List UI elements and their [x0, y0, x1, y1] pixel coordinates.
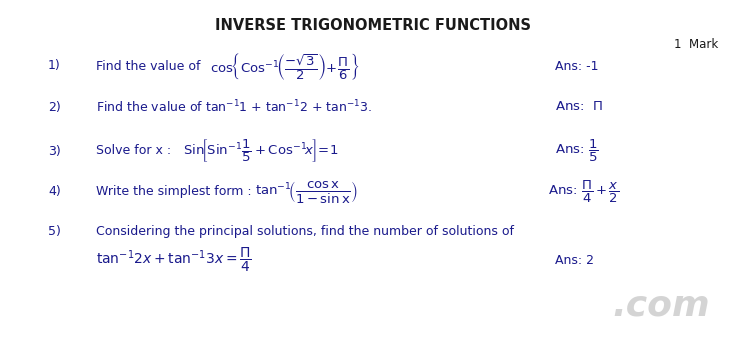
Text: Find the value of: Find the value of [96, 60, 201, 73]
Text: Considering the principal solutions, find the number of solutions of: Considering the principal solutions, fin… [96, 225, 514, 237]
Text: $\mathrm{cos}\!\left\{\mathrm{Cos}^{-1}\!\left(\dfrac{-\sqrt{3}}{2}\right)\!+\!\: $\mathrm{cos}\!\left\{\mathrm{Cos}^{-1}\… [210, 51, 360, 82]
Text: INVERSE TRIGONOMETRIC FUNCTIONS: INVERSE TRIGONOMETRIC FUNCTIONS [215, 18, 531, 33]
Text: $\mathrm{tan}^{-1}\!\left(\dfrac{\mathrm{cos\,x}}{1-\mathrm{sin\,x}}\right)$: $\mathrm{tan}^{-1}\!\left(\dfrac{\mathrm… [255, 179, 358, 205]
Text: Ans:  $\Pi$: Ans: $\Pi$ [555, 100, 603, 114]
Text: Write the simplest form :: Write the simplest form : [96, 185, 251, 198]
Text: 1  Mark: 1 Mark [674, 38, 718, 51]
Text: $\mathrm{Sin}\!\left[\mathrm{Sin}^{-1}\dfrac{1}{5}+\mathrm{Cos}^{-1}\!x\right]\!: $\mathrm{Sin}\!\left[\mathrm{Sin}^{-1}\d… [183, 138, 339, 164]
Text: Find the value of tan$^{-1}$1 + tan$^{-1}$2 + tan$^{-1}$3.: Find the value of tan$^{-1}$1 + tan$^{-1… [96, 99, 372, 115]
Text: 1): 1) [48, 60, 60, 73]
Text: Ans: $\dfrac{\Pi}{4}+\dfrac{x}{2}$: Ans: $\dfrac{\Pi}{4}+\dfrac{x}{2}$ [548, 179, 619, 205]
Text: Ans: 2: Ans: 2 [555, 254, 594, 267]
Text: .com: .com [612, 288, 710, 322]
Text: Ans: -1: Ans: -1 [555, 60, 598, 73]
Text: $\mathrm{tan}^{-1}2x+\mathrm{tan}^{-1}3x=\dfrac{\Pi}{4}$: $\mathrm{tan}^{-1}2x+\mathrm{tan}^{-1}3x… [96, 246, 251, 274]
Text: 2): 2) [48, 100, 60, 114]
Text: 3): 3) [48, 144, 60, 158]
Text: 5): 5) [48, 225, 61, 237]
Text: Solve for x :: Solve for x : [96, 144, 171, 158]
Text: 4): 4) [48, 185, 60, 198]
Text: Ans: $\dfrac{1}{5}$: Ans: $\dfrac{1}{5}$ [555, 138, 598, 164]
